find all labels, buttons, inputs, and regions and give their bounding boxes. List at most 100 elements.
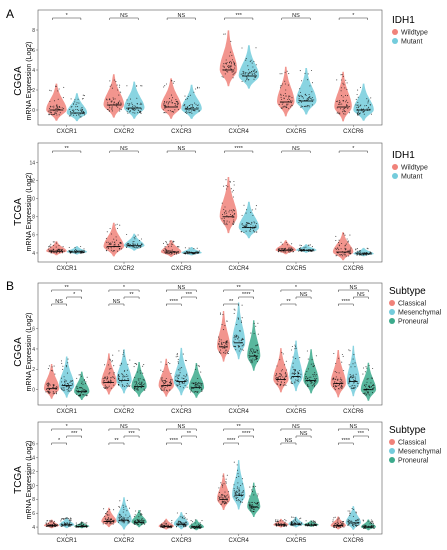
data-point (195, 386, 197, 388)
significance-label-top: NS (292, 424, 300, 430)
data-point (201, 520, 203, 522)
data-point (137, 519, 139, 522)
data-point (341, 382, 343, 384)
data-point (61, 248, 63, 250)
data-point (288, 97, 290, 99)
data-point (236, 486, 238, 488)
data-point (138, 109, 140, 111)
data-point (111, 87, 113, 89)
data-point (347, 524, 349, 526)
data-point (280, 381, 283, 383)
data-point (251, 504, 253, 506)
data-point (175, 526, 178, 528)
data-point (200, 371, 202, 373)
data-point (47, 383, 50, 385)
data-point (251, 348, 253, 350)
data-point (297, 380, 299, 383)
data-point (86, 522, 88, 524)
data-point (246, 224, 248, 226)
data-point (168, 253, 170, 255)
data-point (281, 107, 283, 109)
data-point (105, 522, 107, 525)
data-point (56, 385, 58, 388)
data-point (286, 369, 288, 371)
data-point (69, 518, 71, 520)
data-point (245, 59, 247, 61)
data-point (106, 247, 108, 249)
data-point (347, 108, 349, 110)
x-tick-label-cxcr1: CXCR1 (56, 538, 77, 544)
data-point (140, 112, 142, 114)
data-point (77, 106, 79, 108)
data-point (70, 517, 72, 519)
data-point (75, 249, 77, 251)
data-point (348, 252, 350, 254)
data-point (173, 80, 175, 83)
data-point (47, 390, 49, 392)
data-point (127, 522, 129, 524)
data-point (103, 386, 105, 389)
data-point (251, 491, 254, 493)
data-point (221, 486, 224, 488)
data-point (62, 387, 64, 389)
data-point (195, 391, 197, 393)
data-point (359, 113, 361, 115)
legend-2: IDH1 Wildtype Mutant (392, 150, 428, 181)
data-point (65, 380, 67, 382)
data-point (82, 387, 84, 389)
data-point (164, 383, 166, 385)
data-point (333, 352, 335, 355)
data-point (366, 367, 368, 369)
data-point (356, 112, 358, 114)
data-point (345, 99, 347, 101)
significance-bracket-left (108, 303, 125, 306)
data-point (352, 363, 354, 365)
data-point (136, 103, 138, 105)
data-point (243, 225, 245, 227)
data-point (242, 491, 244, 493)
data-point (372, 388, 374, 390)
data-point (60, 523, 62, 525)
data-point (82, 94, 84, 96)
significance-bracket (52, 17, 82, 20)
data-point (371, 377, 374, 379)
data-point (337, 522, 339, 524)
data-point (122, 520, 124, 522)
data-point (236, 487, 238, 489)
data-point (76, 526, 78, 528)
data-point (373, 385, 375, 387)
data-point (169, 110, 171, 112)
data-point (353, 380, 355, 382)
data-point (135, 520, 137, 522)
data-point (299, 248, 301, 250)
data-point (103, 380, 105, 382)
violin-cxcr5-classical (273, 348, 289, 393)
data-point (83, 380, 85, 382)
data-point (252, 229, 254, 231)
data-point (184, 95, 186, 97)
data-point (56, 386, 58, 388)
data-point (162, 382, 164, 384)
data-point (239, 330, 241, 332)
significance-label-right: **** (242, 431, 251, 437)
data-point (134, 243, 136, 245)
data-point (309, 525, 311, 527)
data-point (251, 62, 253, 64)
data-point (251, 209, 253, 211)
data-point (168, 250, 170, 252)
data-point (169, 389, 171, 391)
data-point (108, 373, 110, 375)
data-point (364, 527, 366, 529)
data-point (198, 110, 200, 112)
data-point (290, 381, 292, 383)
data-point (170, 101, 172, 103)
data-point (368, 107, 370, 109)
data-point (121, 385, 124, 387)
data-point (76, 102, 78, 104)
data-point (276, 365, 278, 367)
data-point (254, 71, 256, 74)
data-point (52, 241, 54, 243)
data-point (232, 71, 234, 73)
data-point (365, 393, 367, 395)
data-point (181, 517, 183, 519)
